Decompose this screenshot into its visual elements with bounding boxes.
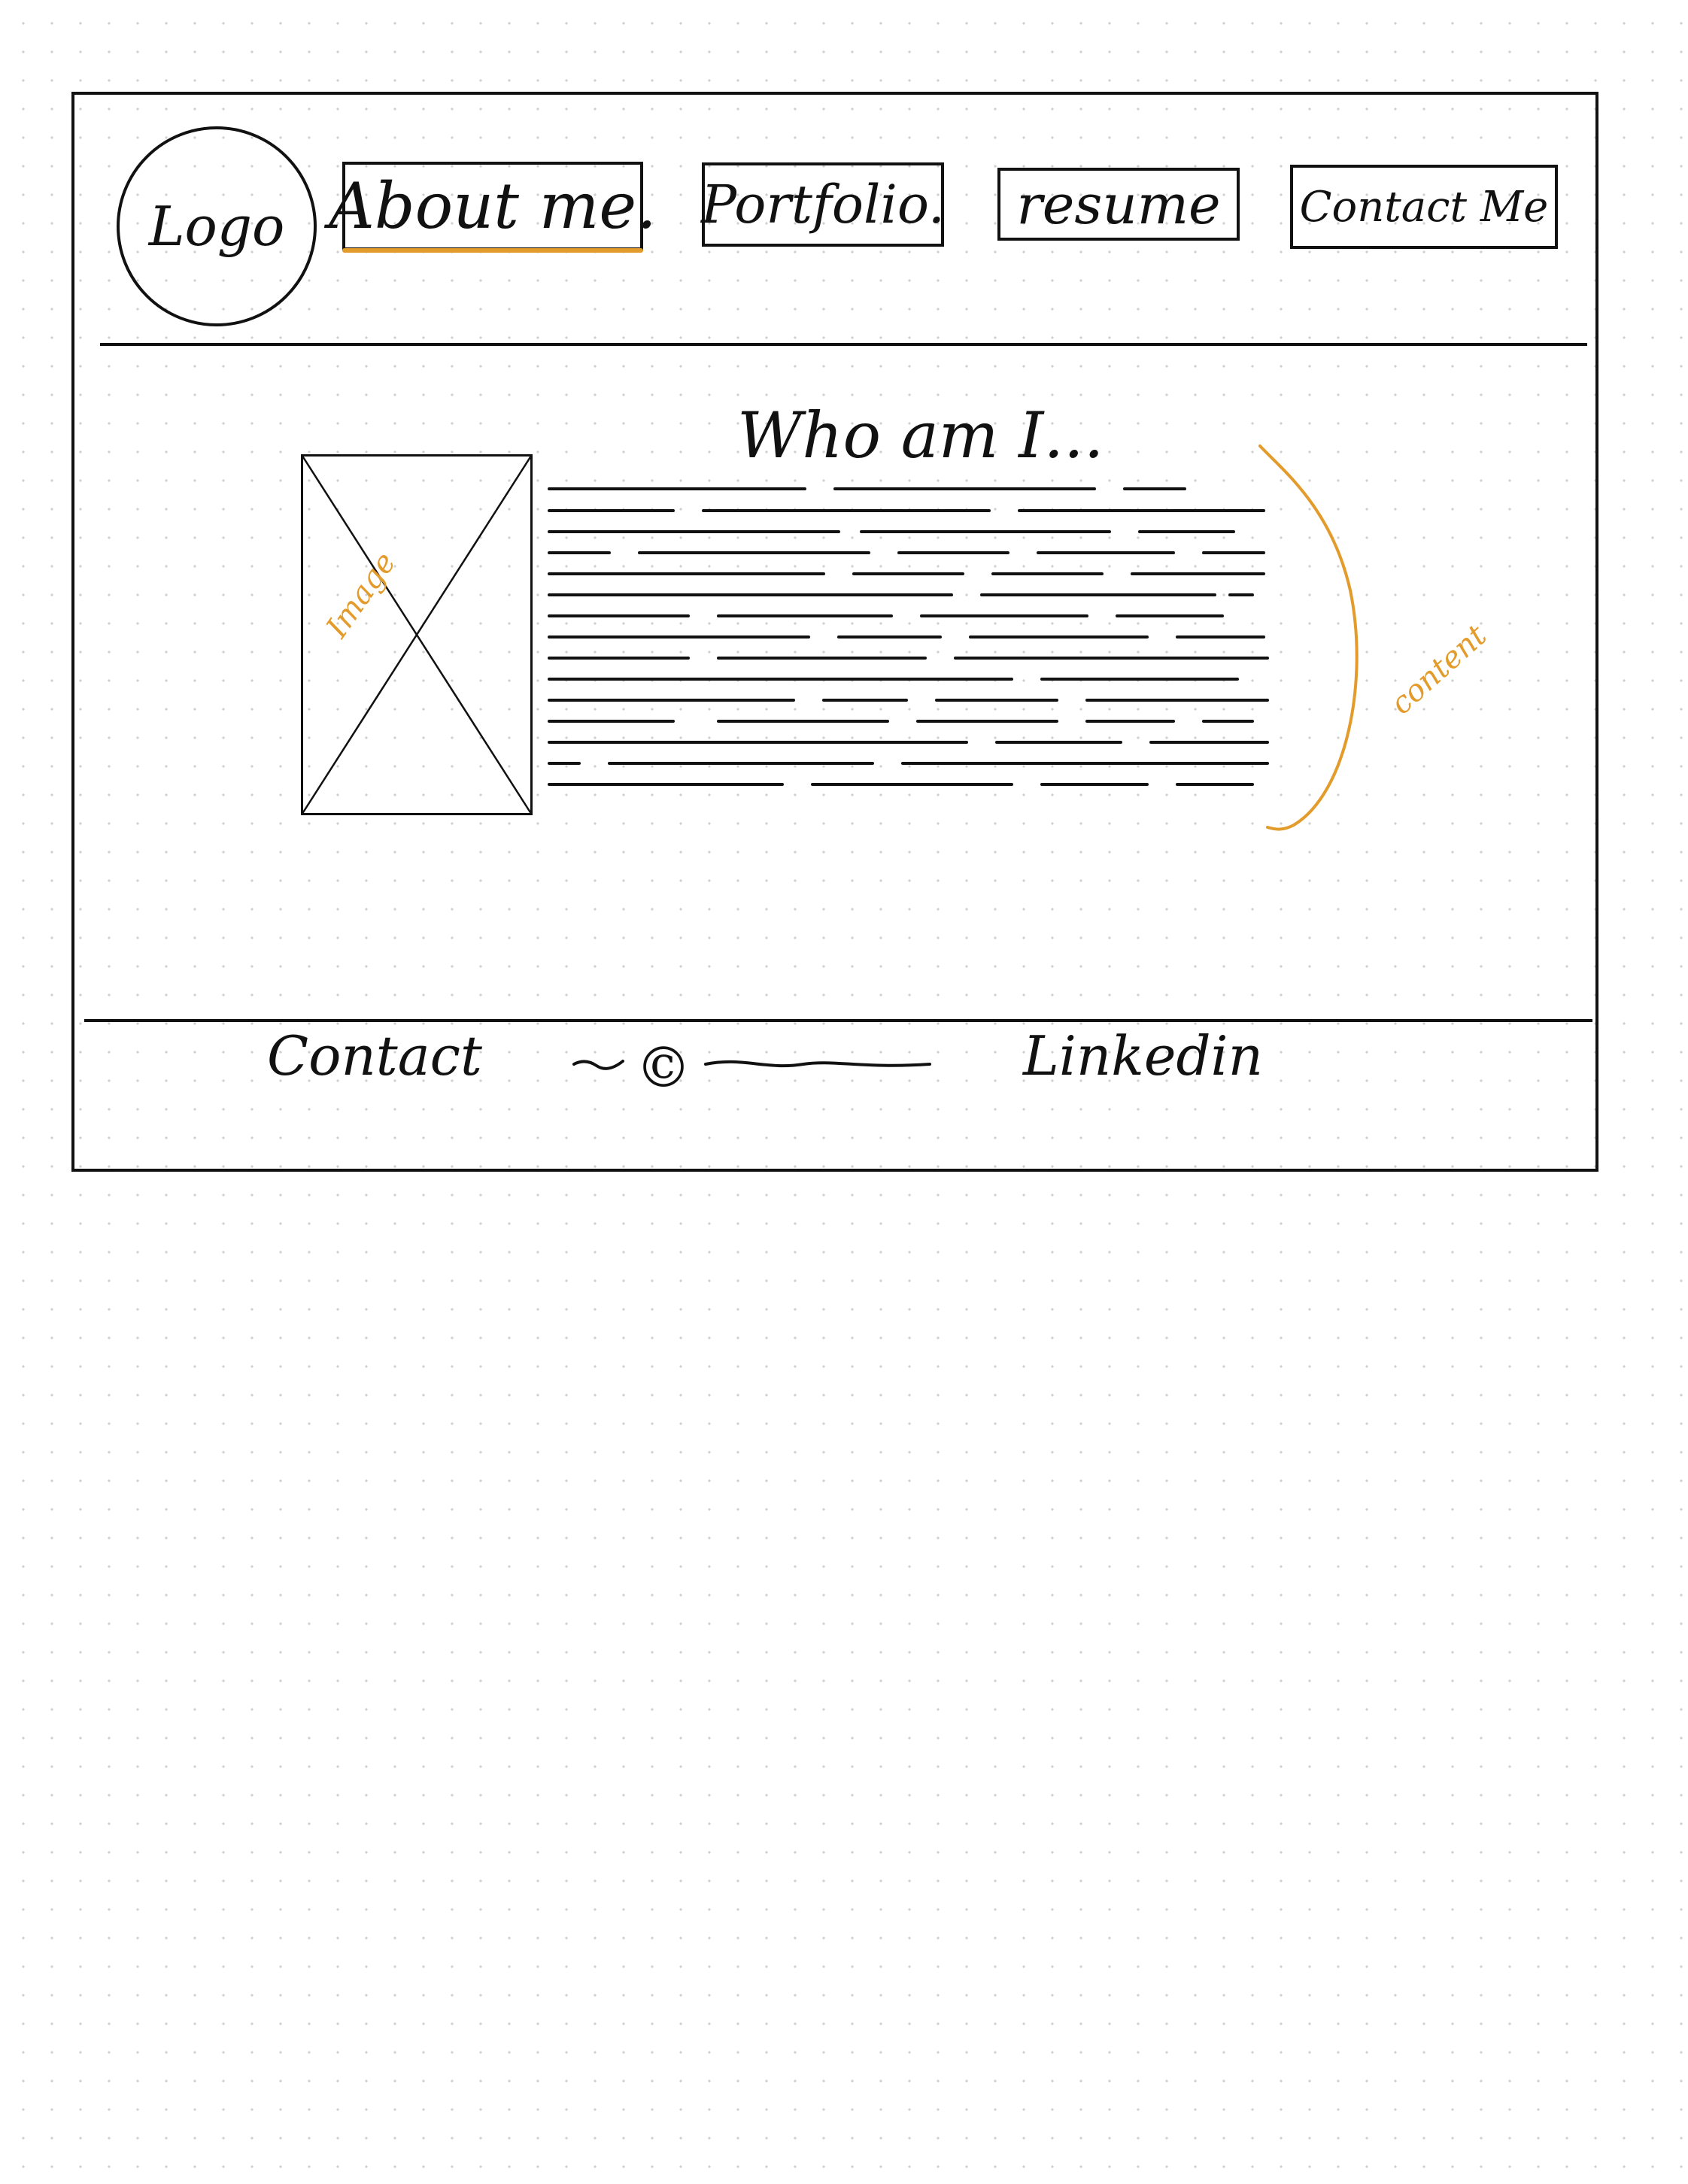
nav-about-button[interactable]: About me. bbox=[329, 162, 657, 250]
active-nav-underline bbox=[342, 248, 643, 253]
content-text-placeholder bbox=[548, 487, 1269, 786]
footer-divider bbox=[84, 1019, 1592, 1022]
content-bracket bbox=[1258, 444, 1359, 831]
header-divider bbox=[100, 343, 1587, 346]
nav-resume-button[interactable]: resume bbox=[997, 168, 1240, 241]
footer-contact-link[interactable]: Contact bbox=[267, 1024, 482, 1087]
nav-resume-label: resume bbox=[1016, 172, 1221, 236]
footer-copyright-line bbox=[572, 1060, 931, 1070]
wireframe-frame bbox=[71, 92, 1598, 1172]
image-placeholder bbox=[301, 454, 533, 815]
logo-label: Logo bbox=[148, 195, 285, 258]
nav-contact-button[interactable]: Contact Me bbox=[1290, 165, 1558, 249]
nav-contact-label: Contact Me bbox=[1299, 182, 1549, 232]
logo[interactable]: Logo bbox=[117, 126, 317, 326]
section-heading: Who am I... bbox=[737, 399, 1104, 472]
nav-portfolio-button[interactable]: Portfolio. bbox=[701, 162, 945, 247]
nav-about-label: About me. bbox=[329, 169, 657, 243]
nav-portfolio-label: Portfolio. bbox=[701, 174, 945, 235]
footer-linkedin-link[interactable]: Linkedin bbox=[1023, 1024, 1263, 1087]
copyright-icon: © bbox=[636, 1036, 691, 1100]
